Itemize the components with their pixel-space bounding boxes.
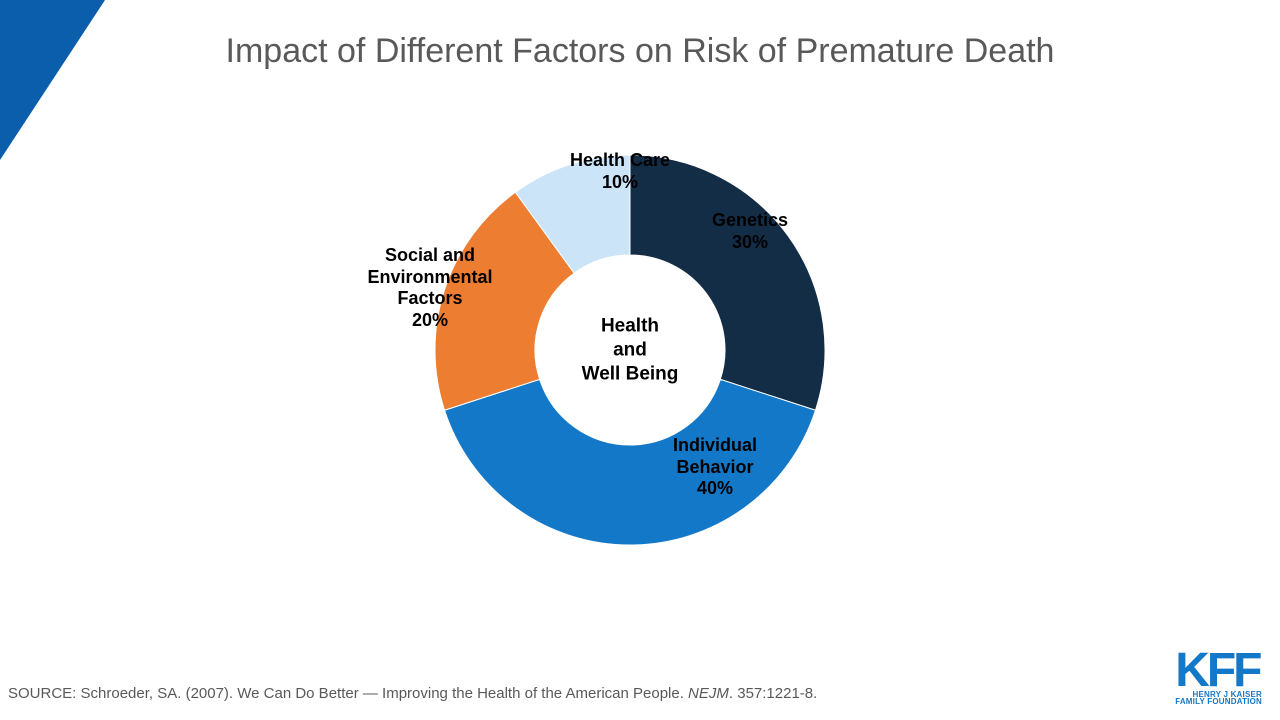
slice-label-text: 30% <box>732 232 768 252</box>
slide: Impact of Different Factors on Risk of P… <box>0 0 1280 720</box>
slice-label-genetics: Genetics 30% <box>690 210 810 253</box>
slice-label-text: 40% <box>697 478 733 498</box>
logo-main-text: KFF <box>1175 651 1262 692</box>
donut-center-label: Health and Well Being <box>582 314 679 385</box>
slide-title: Impact of Different Factors on Risk of P… <box>0 32 1280 71</box>
source-journal: NEJM <box>688 685 729 702</box>
source-prefix: SOURCE: Schroeder, SA. (2007). We Can Do… <box>8 685 688 702</box>
kff-logo: KFF HENRY J KAISER FAMILY FOUNDATION <box>1175 651 1262 706</box>
slice-label-behavior: Individual Behavior 40% <box>645 435 785 500</box>
logo-subtext-2: FAMILY FOUNDATION <box>1175 697 1262 706</box>
source-suffix: . 357:1221-8. <box>729 685 817 702</box>
slice-label-text: Individual <box>673 435 757 455</box>
source-citation: SOURCE: Schroeder, SA. (2007). We Can Do… <box>8 685 817 702</box>
corner-triangle-shape <box>0 0 105 160</box>
slice-label-healthcare: Health Care 10% <box>550 150 690 193</box>
center-label-line1: Health <box>601 315 659 336</box>
slice-label-text: Behavior <box>676 457 753 477</box>
slice-label-text: Genetics <box>712 210 788 230</box>
center-label-line3: Well Being <box>582 363 679 384</box>
slice-label-text: Factors <box>397 288 462 308</box>
slice-label-text: 10% <box>602 172 638 192</box>
slice-label-text: Environmental <box>367 267 492 287</box>
donut-chart: Health and Well Being Genetics 30% Indiv… <box>415 135 845 565</box>
slice-label-text: 20% <box>412 310 448 330</box>
slice-label-text: Health Care <box>570 150 670 170</box>
corner-accent <box>0 0 120 170</box>
center-label-line2: and <box>613 339 647 360</box>
slice-label-social: Social and Environmental Factors 20% <box>345 245 515 331</box>
slice-label-text: Social and <box>385 245 475 265</box>
